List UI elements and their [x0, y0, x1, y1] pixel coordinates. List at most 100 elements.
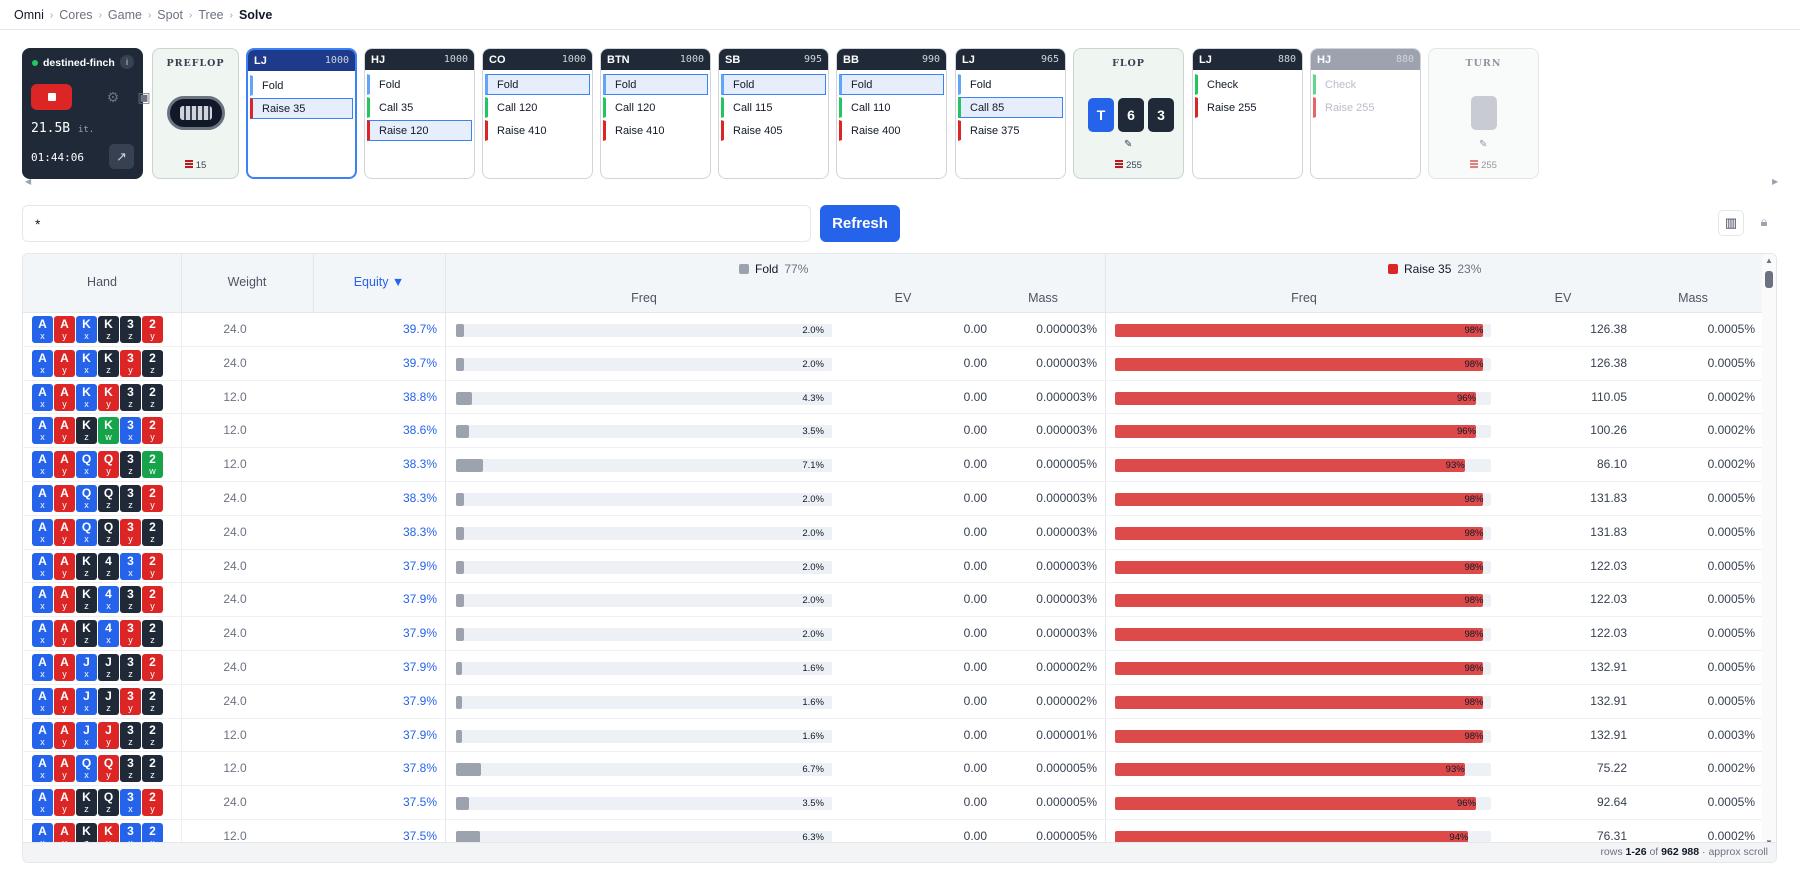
action-node-co[interactable]: CO 1000 Fold Call 120 Raise 410: [482, 48, 593, 179]
action-fold[interactable]: Fold: [958, 74, 1063, 95]
col-weight[interactable]: Weight: [227, 275, 267, 289]
info-icon[interactable]: i: [120, 55, 134, 69]
action-node-lj[interactable]: LJ 965 Fold Call 85 Raise 375: [955, 48, 1066, 179]
breadcrumb-game[interactable]: Game: [107, 8, 142, 22]
gear-icon[interactable]: ⚙: [106, 89, 120, 105]
action-check[interactable]: Check: [1195, 74, 1300, 95]
card-suit: y: [128, 702, 133, 713]
action-raise-120[interactable]: Raise 120: [367, 120, 472, 141]
col-hand[interactable]: Hand: [87, 275, 117, 289]
action-fold[interactable]: Fold: [721, 74, 826, 95]
raise-freq-bar: 93%: [1115, 459, 1491, 473]
raise-mass-cell: 0.0002%: [1707, 828, 1755, 843]
col-raise-freq[interactable]: Freq: [1291, 291, 1317, 305]
col-equity[interactable]: Equity ▼: [353, 275, 405, 289]
save-icon[interactable]: ▣: [137, 89, 151, 105]
action-node-lj[interactable]: LJ 880 Check Raise 255: [1192, 48, 1303, 179]
action-call-35[interactable]: Call 35: [367, 97, 472, 118]
card-suit: w: [105, 432, 112, 443]
card-suit: z: [128, 736, 133, 747]
card-suit: y: [62, 736, 67, 747]
chart-icon[interactable]: ↗: [109, 144, 134, 169]
raise-ev-cell: 122.03: [1590, 592, 1627, 607]
pencil-icon[interactable]: ✎: [1479, 139, 1488, 150]
raise-ev-cell: 110.05: [1591, 389, 1627, 404]
street-preflop[interactable]: PREFLOP 15: [152, 48, 239, 179]
col-fold-mass[interactable]: Mass: [1028, 291, 1058, 305]
refresh-button[interactable]: Refresh: [820, 205, 900, 242]
street-turn[interactable]: TURN ✎ 255: [1428, 48, 1539, 179]
action-call-120[interactable]: Call 120: [485, 97, 590, 118]
fold-freq-label: 2.0%: [802, 595, 824, 607]
lock-icon[interactable]: 🔒︎: [1760, 214, 1768, 229]
action-call-85[interactable]: Call 85: [958, 97, 1063, 118]
columns-icon[interactable]: ▥: [1718, 210, 1744, 236]
action-raise-255[interactable]: Raise 255: [1195, 97, 1300, 118]
pencil-icon[interactable]: ✎: [1124, 139, 1133, 150]
action-fold[interactable]: Fold: [485, 74, 590, 95]
scroll-left-icon[interactable]: ◀: [25, 177, 32, 186]
col-raise-mass[interactable]: Mass: [1678, 291, 1708, 305]
action-fold[interactable]: Fold: [603, 74, 708, 95]
hand-filter-input[interactable]: [22, 205, 811, 242]
stop-button[interactable]: [31, 84, 72, 110]
action-call-115[interactable]: Call 115: [721, 97, 826, 118]
action-fold[interactable]: Fold: [839, 74, 944, 95]
col-fold-ev[interactable]: EV: [894, 291, 912, 305]
action-node-hj[interactable]: HJ 1000 Fold Call 35 Raise 120: [364, 48, 475, 179]
breadcrumb-cores[interactable]: Cores: [59, 8, 93, 22]
breadcrumb-tree[interactable]: Tree: [198, 8, 224, 22]
scrollbar-thumb[interactable]: [1765, 271, 1773, 288]
breadcrumb-spot[interactable]: Spot: [157, 8, 184, 22]
action-raise-400[interactable]: Raise 400: [839, 120, 944, 141]
action-node-lj[interactable]: LJ 1000 Fold Raise 35: [246, 48, 357, 179]
scroll-up-icon[interactable]: ▲: [1765, 256, 1773, 265]
action-node-bb[interactable]: BB 990 Fold Call 110 Raise 400: [836, 48, 947, 179]
vertical-scrollbar[interactable]: ▲ ▼: [1762, 254, 1776, 848]
action-call-120[interactable]: Call 120: [603, 97, 708, 118]
action-raise-410[interactable]: Raise 410: [603, 120, 708, 141]
action-fold[interactable]: Fold: [367, 74, 472, 95]
breadcrumb: Omni › Cores › Game › Spot › Tree › Solve: [14, 7, 272, 23]
action-node-hj[interactable]: HJ 880 Check Raise 255: [1310, 48, 1421, 179]
action-node-btn[interactable]: BTN 1000 Fold Call 120 Raise 410: [600, 48, 711, 179]
card-rank: 3: [127, 317, 134, 331]
col-raise-ev[interactable]: EV: [1554, 291, 1572, 305]
action-raise-410[interactable]: Raise 410: [485, 120, 590, 141]
street-flop[interactable]: FLOP T 6 3 ✎ 255: [1073, 48, 1184, 179]
action-call-110[interactable]: Call 110: [839, 97, 944, 118]
action-raise-255[interactable]: Raise 255: [1313, 97, 1418, 118]
action-fold[interactable]: Fold: [250, 75, 353, 96]
action-raise-35[interactable]: Raise 35: [250, 98, 353, 119]
scroll-right-icon[interactable]: ▶: [1772, 177, 1779, 186]
col-fold-freq[interactable]: Freq: [631, 291, 657, 305]
breadcrumb-omni[interactable]: Omni: [14, 8, 44, 22]
action-check[interactable]: Check: [1313, 74, 1418, 95]
card-rank: 3: [127, 553, 134, 568]
action-raise-405[interactable]: Raise 405: [721, 120, 826, 141]
action-raise-375[interactable]: Raise 375: [958, 120, 1063, 141]
action-node-sb[interactable]: SB 995 Fold Call 115 Raise 405: [718, 48, 829, 179]
